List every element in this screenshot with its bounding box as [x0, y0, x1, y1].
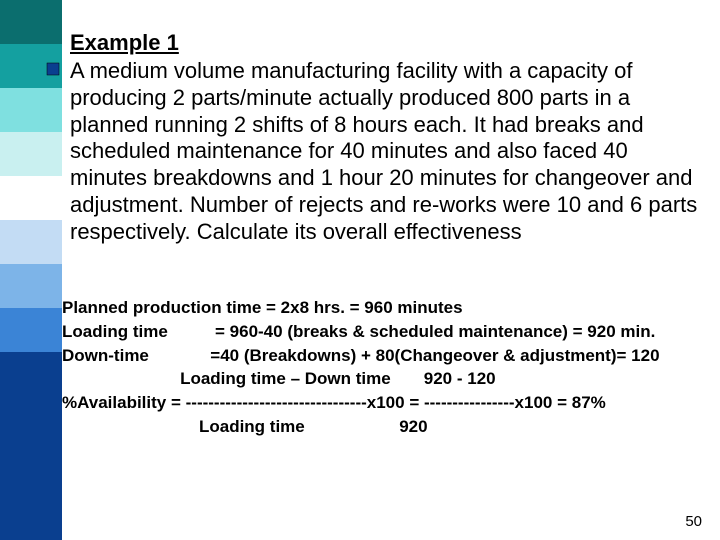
calc-line-3: Down-time =40 (Breakdowns) + 80(Changeov… — [62, 344, 710, 368]
sidebar-stripe-2 — [0, 88, 62, 132]
example-title: Example 1 — [70, 30, 708, 56]
calc-line-6: Loading time 920 — [62, 415, 710, 439]
sidebar-stripe-8 — [0, 352, 62, 540]
sidebar-stripe-5 — [0, 220, 62, 264]
bullet-icon — [46, 62, 60, 76]
calculation-block: Planned production time = 2x8 hrs. = 960… — [62, 296, 710, 439]
sidebar-stripe-4 — [0, 176, 62, 220]
calc-line-2: Loading time = 960-40 (breaks & schedule… — [62, 320, 710, 344]
sidebar-stripes — [0, 0, 62, 540]
calc-line-4: Loading time – Down time 920 - 120 — [62, 367, 710, 391]
calc-line-1: Planned production time = 2x8 hrs. = 960… — [62, 296, 710, 320]
slide-content: Example 1 A medium volume manufacturing … — [70, 30, 708, 246]
sidebar-stripe-0 — [0, 0, 62, 44]
calc-line-5: %Availability = ------------------------… — [62, 391, 710, 415]
sidebar-stripe-6 — [0, 264, 62, 308]
sidebar-stripe-3 — [0, 132, 62, 176]
page-number: 50 — [685, 513, 702, 530]
problem-text: A medium volume manufacturing facility w… — [70, 58, 708, 246]
sidebar-stripe-7 — [0, 308, 62, 352]
